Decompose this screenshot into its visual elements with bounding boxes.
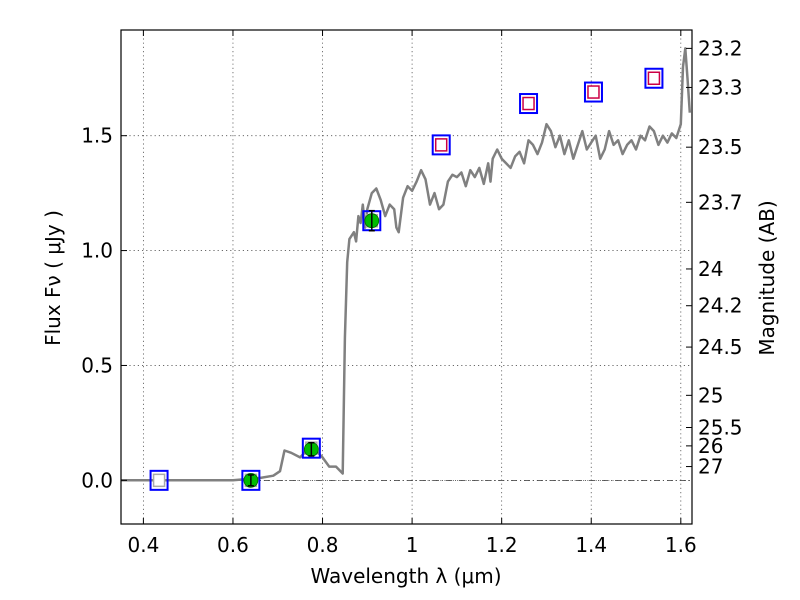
band-box-outer [519, 93, 539, 115]
y-tick-label: 0.0 [81, 468, 113, 492]
magnitude-tick-label: 24.5 [698, 335, 743, 359]
band-box-outer [149, 469, 169, 491]
magnitude-tick-label: 25 [698, 383, 723, 407]
band-box-inner [152, 473, 166, 488]
grid [121, 30, 692, 524]
plot-frame [120, 29, 693, 525]
band-box-inner [434, 138, 448, 152]
y-axis-label: Flux Fν ( μJy ) [41, 210, 65, 346]
band-box-outer [431, 134, 451, 156]
band-box-inner [587, 85, 600, 99]
magnitude-tick-label: 24.2 [698, 294, 743, 318]
band-markers [149, 67, 664, 491]
x-axis-label: Wavelength λ (μm) [310, 564, 501, 588]
magnitude-tick-label: 26 [698, 434, 723, 458]
y-tick-label: 1.0 [81, 239, 113, 263]
x-tick-group: 0.4 0.6 0.8 1 1.2 1.4 1.6 [127, 30, 697, 557]
model-spectrum-line [121, 47, 692, 482]
magnitude-tick-label: 23.2 [698, 36, 743, 60]
magnitude-tick-label: 24 [698, 257, 723, 281]
y-tick-label: 1.5 [81, 124, 113, 148]
magnitude-tick-label: 25.5 [698, 415, 743, 439]
x-tick-label: 0.8 [307, 533, 339, 557]
x-tick-label: 0.4 [127, 533, 159, 557]
detection-markers [243, 209, 380, 488]
y-tick-group: 0.0 0.5 1.0 1.5 [81, 124, 127, 492]
band-box-outer [241, 469, 261, 491]
magnitude-tick-label: 23.7 [698, 190, 743, 214]
band-box-outer [301, 437, 321, 459]
x-tick-label: 1 [406, 533, 419, 557]
x-tick-label: 1.2 [486, 533, 518, 557]
magnitude-tick-label: 23.3 [698, 75, 743, 99]
band-box-outer [583, 81, 603, 103]
band-box-inner [647, 71, 661, 86]
x-tick-label: 1.4 [575, 533, 607, 557]
band-box-inner [522, 96, 535, 111]
y-tick-label: 0.5 [81, 353, 113, 377]
band-box-outer [644, 67, 664, 89]
magnitude-tick-label: 27 [698, 455, 723, 479]
x-tick-label: 1.6 [665, 533, 697, 557]
magnitude-axis-label: Magnitude (AB) [755, 200, 779, 355]
x-tick-label: 0.6 [217, 533, 249, 557]
magnitude-tick-label: 23.5 [698, 135, 743, 159]
